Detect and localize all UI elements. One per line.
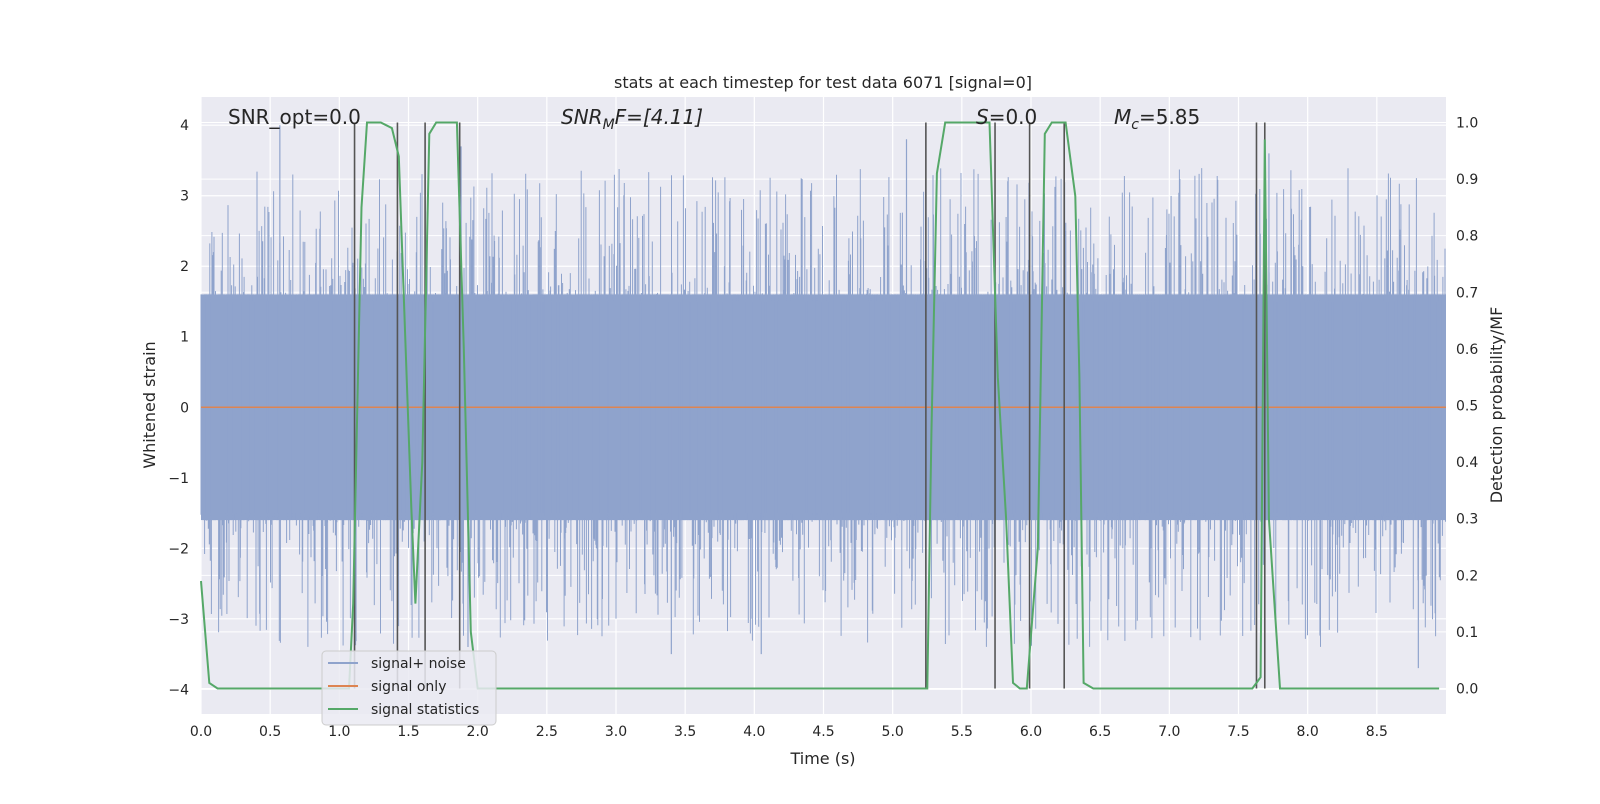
right-y-tick-label-3: 0.3: [1456, 512, 1478, 528]
x-tick-label-14: 7.0: [1158, 724, 1180, 740]
x-tick-label-17: 8.5: [1366, 724, 1388, 740]
left-y-tick-label-0: −4: [168, 682, 189, 698]
x-tick-label-3: 1.5: [397, 724, 419, 740]
right-y-tick-label-10: 1.0: [1456, 115, 1478, 131]
annotation-mc-main: M: [1114, 105, 1131, 129]
left-y-axis-label: Whitened strain: [140, 341, 159, 468]
right-y-tick-label-2: 0.2: [1456, 568, 1478, 584]
x-tick-label-0: 0.0: [190, 724, 212, 740]
x-tick-label-4: 2.0: [467, 724, 489, 740]
series-signal-statistics: [200, 121, 1440, 690]
x-tick-label-16: 8.0: [1297, 724, 1319, 740]
x-tick-label-10: 5.0: [882, 724, 904, 740]
left-y-tick-label-5: 1: [180, 330, 189, 346]
right-y-tick-label-8: 0.8: [1456, 229, 1478, 245]
annotation-snr-mf-main: SNR: [561, 105, 603, 129]
x-tick-label-11: 5.5: [951, 724, 973, 740]
right-y-tick-label-5: 0.5: [1456, 399, 1478, 415]
annotation-s: S=0.0: [976, 105, 1037, 129]
left-y-tick-label-2: −2: [168, 541, 189, 557]
annotation-mc-sub: c: [1131, 117, 1139, 133]
x-axis-label: Time (s): [789, 749, 855, 768]
legend-label-signal-statistics: signal statistics: [371, 702, 479, 718]
right-y-tick-label-7: 0.7: [1456, 285, 1478, 301]
left-y-tick-label-1: −3: [168, 612, 189, 628]
x-tick-label-8: 4.0: [743, 724, 765, 740]
left-y-tick-label-3: −1: [168, 471, 189, 487]
right-y-tick-label-1: 0.1: [1456, 625, 1478, 641]
right-y-tick-label-9: 0.9: [1456, 172, 1478, 188]
annotation-s-rest: =0.0: [989, 105, 1038, 129]
x-tick-label-7: 3.5: [674, 724, 696, 740]
legend-box: [321, 650, 497, 726]
annotation-mc: Mc=5.85: [1114, 105, 1200, 133]
annotation-mc-rest: =5.85: [1139, 105, 1200, 129]
right-y-tick-label-4: 0.4: [1456, 455, 1478, 471]
x-tick-label-2: 1.0: [328, 724, 350, 740]
x-tick-label-5: 2.5: [536, 724, 558, 740]
x-tick-label-9: 4.5: [812, 724, 834, 740]
legend: signal+ noise signal only signal statist…: [321, 650, 497, 726]
x-tick-label-6: 3.0: [605, 724, 627, 740]
left-y-tick-label-8: 4: [180, 118, 189, 134]
annotation-s-main: S: [976, 105, 989, 129]
legend-label-signal-only: signal only: [371, 679, 446, 695]
chart-title: stats at each timestep for test data 607…: [614, 73, 1032, 92]
x-tick-label-13: 6.5: [1089, 724, 1111, 740]
left-y-axis-ticks: −4 −3 −2 −1 0 1 2 3 4: [168, 118, 189, 698]
right-y-axis-label: Detection probability/MF: [1487, 307, 1506, 504]
left-y-tick-label-6: 2: [180, 259, 189, 275]
x-tick-label-15: 7.5: [1227, 724, 1249, 740]
x-axis-ticks: 0.0 0.5 1.0 1.5 2.0 2.5 3.0 3.5 4.0 4.5 5.0 5.5 6.0 6…: [190, 724, 1388, 740]
right-y-tick-label-0: 0.0: [1456, 682, 1478, 698]
x-tick-label-12: 6.0: [1020, 724, 1042, 740]
x-tick-label-1: 0.5: [259, 724, 281, 740]
annotation-snr-opt: SNR_opt=0.0: [228, 105, 361, 129]
right-y-tick-label-6: 0.6: [1456, 342, 1478, 358]
noise-spikes: [200, 168, 1446, 647]
annotation-snr-mf-sub: M: [603, 117, 615, 133]
left-y-tick-label-7: 3: [180, 189, 189, 205]
left-y-tick-label-4: 0: [180, 400, 189, 416]
signal-statistics-line: [200, 121, 1440, 690]
right-y-axis-ticks: 0.0 0.1 0.2 0.3 0.4 0.5 0.6 0.7 0.8 0.9 1.0: [1456, 115, 1478, 697]
annotation-snr-mf-rest: F=[4.11]: [615, 105, 703, 129]
legend-label-signal-noise: signal+ noise: [371, 656, 466, 672]
annotation-snr-mf: SNRMF=[4.11]: [561, 105, 703, 133]
